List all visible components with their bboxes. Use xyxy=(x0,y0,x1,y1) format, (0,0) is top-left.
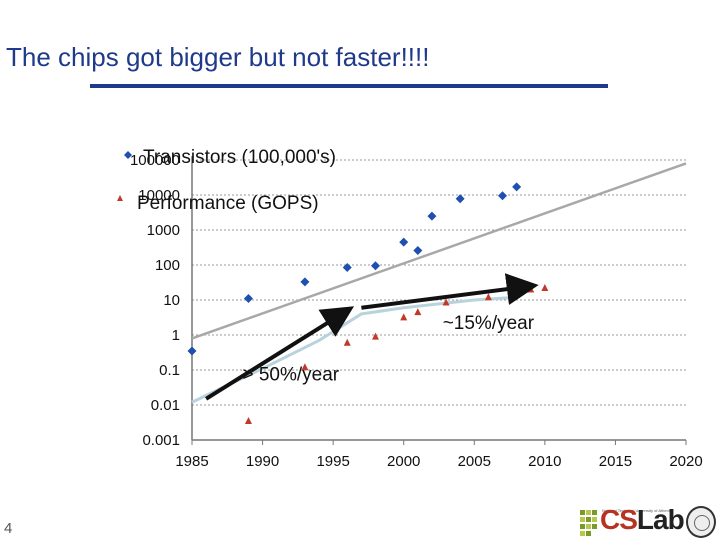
transistor-point xyxy=(498,191,508,201)
performance-point xyxy=(442,298,450,306)
transistor-trend-line xyxy=(191,162,687,340)
legend-transistor-label: Transistors (100,000's) xyxy=(143,147,336,168)
title-underline xyxy=(90,84,608,88)
performance-point xyxy=(371,332,379,340)
x-tick-label: 1995 xyxy=(316,453,349,470)
growth-annotation: > 50%/year xyxy=(242,365,339,386)
transistor-point xyxy=(427,211,437,221)
transistor-point xyxy=(243,294,253,304)
performance-point xyxy=(301,363,309,371)
transistor-point xyxy=(300,277,310,287)
logo-grid-icon xyxy=(580,510,597,536)
y-tick-label: 10000 xyxy=(138,187,180,204)
university-seal-icon xyxy=(686,506,716,538)
y-tick-label: 0.001 xyxy=(142,432,180,449)
legend-transistor-marker xyxy=(124,151,132,159)
y-tick-label: 1000 xyxy=(147,222,180,239)
y-tick-label: 100000 xyxy=(130,152,180,169)
x-tick-label: 2015 xyxy=(599,453,632,470)
x-tick-label: 2005 xyxy=(458,453,491,470)
slide-title: The chips got bigger but not faster!!!! xyxy=(6,42,430,72)
performance-point xyxy=(400,313,408,321)
growth-annotation: ~15%/year xyxy=(443,313,535,334)
y-tick-label: 0.01 xyxy=(151,397,180,414)
transistor-point xyxy=(455,194,465,204)
performance-point xyxy=(513,290,521,298)
logo-text: CSLab xyxy=(600,504,685,536)
y-tick-label: 100 xyxy=(155,257,180,274)
x-tick-label: 1990 xyxy=(246,453,279,470)
transistor-point xyxy=(512,182,522,192)
performance-point xyxy=(541,284,549,292)
arrow-fast-growth xyxy=(205,306,355,401)
transistor-point xyxy=(370,261,380,271)
x-tick-label: 1985 xyxy=(175,453,208,470)
y-tick-label: 10 xyxy=(163,292,180,309)
y-tick-label: 1 xyxy=(172,327,180,344)
x-tick-label: 2020 xyxy=(669,453,702,470)
logo-text-suffix: Lab xyxy=(636,504,685,535)
performance-point xyxy=(414,308,422,316)
performance-point xyxy=(244,416,252,424)
transistor-point xyxy=(342,262,352,272)
x-tick-label: 2000 xyxy=(387,453,420,470)
transistor-point xyxy=(413,245,423,255)
performance-point xyxy=(343,338,351,346)
x-tick-label: 2010 xyxy=(528,453,561,470)
performance-point xyxy=(484,293,492,301)
transistor-point xyxy=(187,346,197,356)
legend-performance-marker xyxy=(117,195,123,201)
arrow-slow-growth xyxy=(361,273,539,310)
legend-performance-label: Performance (GOPS) xyxy=(137,193,319,214)
transistor-point xyxy=(399,237,409,247)
y-tick-label: 0.1 xyxy=(159,362,180,379)
page-number: 4 xyxy=(4,520,13,537)
logo-text-prefix: CS xyxy=(600,504,638,535)
performance-fit-curve xyxy=(191,295,517,404)
cslab-logo: National Technical University of Athens … xyxy=(578,504,718,540)
logo-tagline: National Technical University of Athens xyxy=(602,508,671,513)
